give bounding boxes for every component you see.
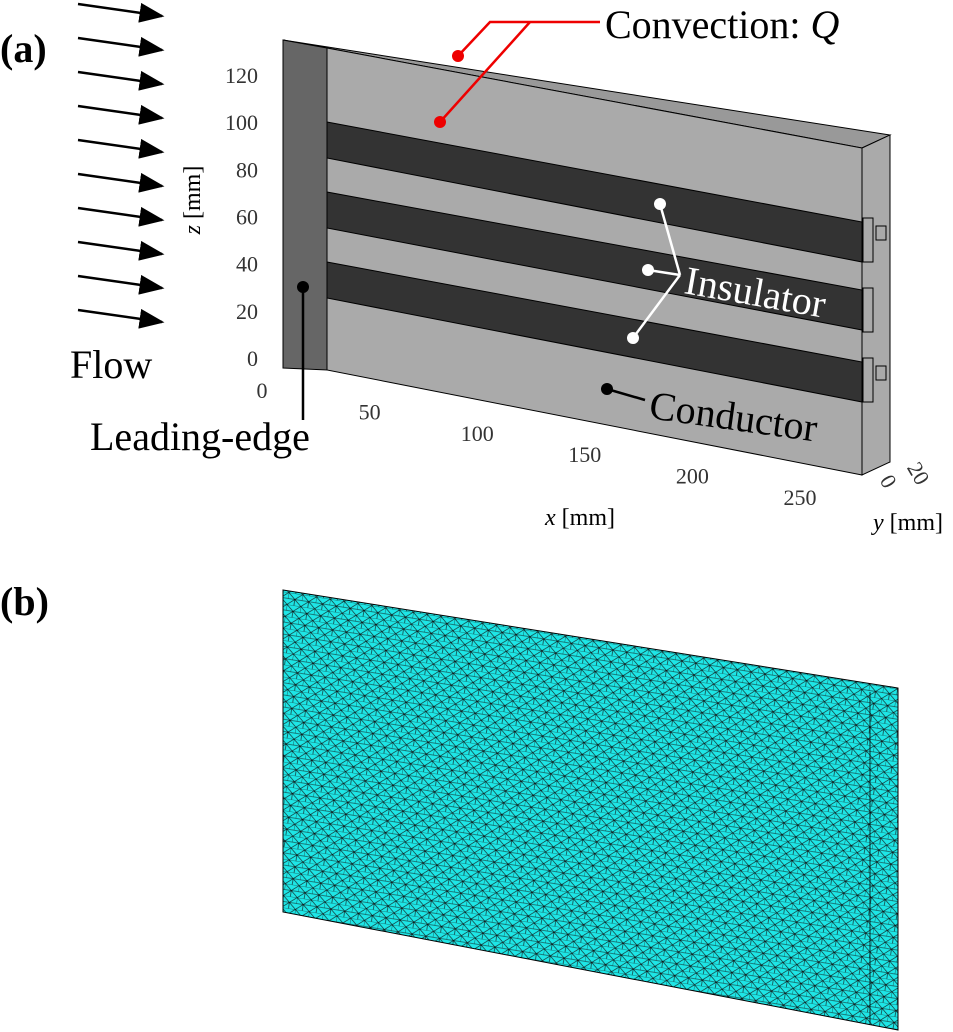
leader-lines — [297, 20, 682, 420]
x-tick-label: 100 — [461, 421, 494, 446]
z-tick-label: 80 — [236, 157, 258, 182]
y-tick-label: 0 — [875, 470, 902, 492]
model-3d — [282, 39, 892, 476]
flow-arrows — [77, 2, 165, 329]
x-axis-label: x [mm] — [544, 505, 615, 531]
x-tick-label: 200 — [676, 464, 709, 489]
flow-label: Flow — [70, 342, 152, 387]
x-tick-label: 150 — [568, 442, 601, 467]
x-tick-label: 250 — [784, 485, 817, 510]
z-tick-label: 100 — [225, 110, 258, 135]
z-tick-label: 0 — [247, 346, 258, 371]
leading-edge-label: Leading-edge — [90, 414, 310, 459]
panel-label: (a) — [0, 26, 47, 71]
y-tick-label: 20 — [902, 457, 935, 489]
panel-label: (b) — [0, 579, 49, 624]
x-tick-label: 50 — [359, 399, 381, 424]
mesh-model — [282, 589, 899, 1031]
z-tick-label: 60 — [236, 205, 258, 230]
convection-label: Convection: Q — [605, 2, 840, 47]
z-tick-label: 120 — [225, 63, 258, 88]
y-axis-label: y [mm] — [871, 510, 943, 536]
z-tick-label: 20 — [236, 299, 258, 324]
z-axis-label: z [mm] — [180, 166, 206, 236]
x-tick-label: 0 — [257, 378, 268, 403]
z-tick-label: 40 — [236, 252, 258, 277]
